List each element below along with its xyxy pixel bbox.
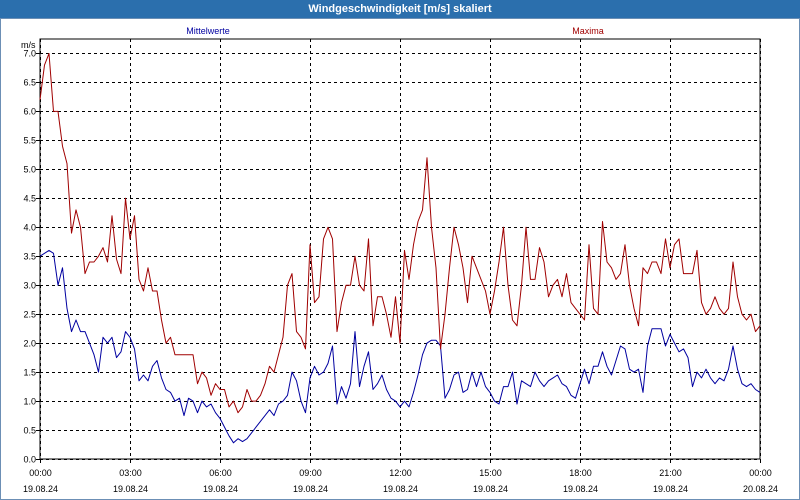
y-tick-label: 3.5 [23,252,36,262]
y-tick-label: 6.5 [23,78,36,88]
y-tick-label: 5.5 [23,136,36,146]
y-tick-label: 4.0 [23,223,36,233]
legend-maxima: Maxima [572,26,604,36]
x-tick-time: 00:00 [29,468,52,478]
y-tick-label: 3.0 [23,281,36,291]
legend-mittelwerte: Mittelwerte [186,26,230,36]
x-tick-date: 19.08.24 [473,484,508,494]
x-tick-time: 09:00 [299,468,322,478]
y-tick-label: 4.5 [23,194,36,204]
y-axis-label: m/s [21,40,36,50]
x-tick-date: 19.08.24 [113,484,148,494]
y-tick-label: 6.0 [23,107,36,117]
y-tick-label: 0.5 [23,426,36,436]
series-line-maxima [39,53,761,414]
y-tick-label: 2.5 [23,310,36,320]
grid-lines [40,39,761,460]
x-axis-ticks: 00:00 19.08.24 03:00 19.08.24 06:00 19.08.24 0… [23,459,778,494]
y-tick-label: 5.0 [23,165,36,175]
x-tick-date: 19.08.24 [653,484,688,494]
y-tick-label: 1.5 [23,368,36,378]
x-tick-time: 12:00 [389,468,412,478]
series-line-mittelwerte [39,249,761,444]
x-tick-time: 03:00 [119,468,142,478]
window-title: Windgeschwindigkeit [m/s] skaliert [0,0,800,18]
x-tick-time: 15:00 [479,468,502,478]
x-tick-date: 19.08.24 [23,484,58,494]
y-tick-label: 7.0 [23,49,36,59]
x-tick-time: 21:00 [659,468,682,478]
x-tick-date: 19.08.24 [383,484,418,494]
x-tick-date: 19.08.24 [563,484,598,494]
y-tick-label: 2.0 [23,339,36,349]
x-tick-date: 19.08.24 [203,484,238,494]
x-tick-date: 20.08.24 [743,484,778,494]
y-tick-label: 1.0 [23,397,36,407]
series-lines [39,53,761,444]
y-axis-ticks: 0.0 0.5 1.0 1.5 2.0 2.5 3.0 3.5 4.0 4.5 5.0 5.5 6.0 6… [23,49,40,465]
x-tick-time: 18:00 [569,468,592,478]
x-tick-time: 00:00 [749,468,772,478]
x-tick-time: 06:00 [209,468,232,478]
x-tick-date: 19.08.24 [293,484,328,494]
y-tick-label: 0.0 [23,455,36,465]
